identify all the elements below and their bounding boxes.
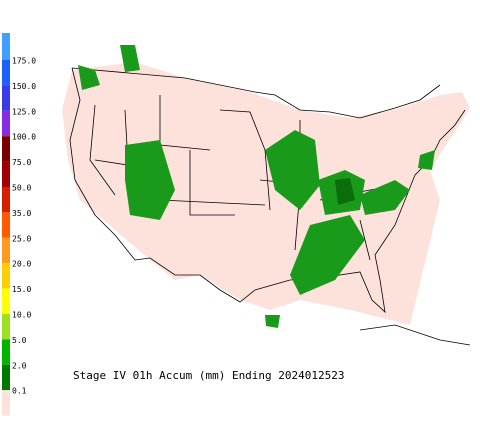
legend-label: 175.0 xyxy=(12,57,36,66)
cuba xyxy=(359,324,471,346)
legend-swatch xyxy=(2,390,10,416)
legend-label: 20.0 xyxy=(12,260,31,269)
legend-label: 2.0 xyxy=(12,361,27,370)
legend-label: 15.0 xyxy=(12,285,31,294)
legend-label: 5.0 xyxy=(12,336,27,345)
legend-swatch xyxy=(2,110,10,137)
legend-swatch xyxy=(2,33,10,60)
legend-swatch xyxy=(2,212,10,238)
legend-swatch xyxy=(2,263,10,289)
legend-swatch xyxy=(2,187,10,213)
legend-swatch xyxy=(2,288,10,314)
legend-label: 35.0 xyxy=(12,209,31,218)
legend-label: 150.0 xyxy=(12,82,36,91)
legend-swatch xyxy=(2,85,10,111)
legend-label: 125.0 xyxy=(12,107,36,116)
legend-label: 25.0 xyxy=(12,234,31,243)
legend-swatch xyxy=(2,314,10,340)
legend-swatch xyxy=(2,237,10,264)
precipitation xyxy=(78,45,435,328)
analysis-area xyxy=(62,62,470,325)
legend-swatch xyxy=(2,339,10,365)
legend-label: 10.0 xyxy=(12,311,31,320)
legend-label: 50.0 xyxy=(12,184,31,193)
caption: Stage IV 01h Accum (mm) Ending 202401252… xyxy=(73,369,345,382)
legend-swatch xyxy=(2,364,10,391)
legend-swatch xyxy=(2,136,10,162)
legend-swatch xyxy=(2,60,10,86)
legend-label: 75.0 xyxy=(12,158,31,167)
coastline xyxy=(69,67,466,314)
legend: 175.0 150.0 125.0 100.0 75.0 50.0 35.0 25.0 20.0… xyxy=(2,33,36,416)
legend-swatch xyxy=(2,161,10,187)
legend-label: 100.0 xyxy=(12,133,36,142)
border xyxy=(71,67,441,119)
legend-label: 0.1 xyxy=(12,387,27,396)
